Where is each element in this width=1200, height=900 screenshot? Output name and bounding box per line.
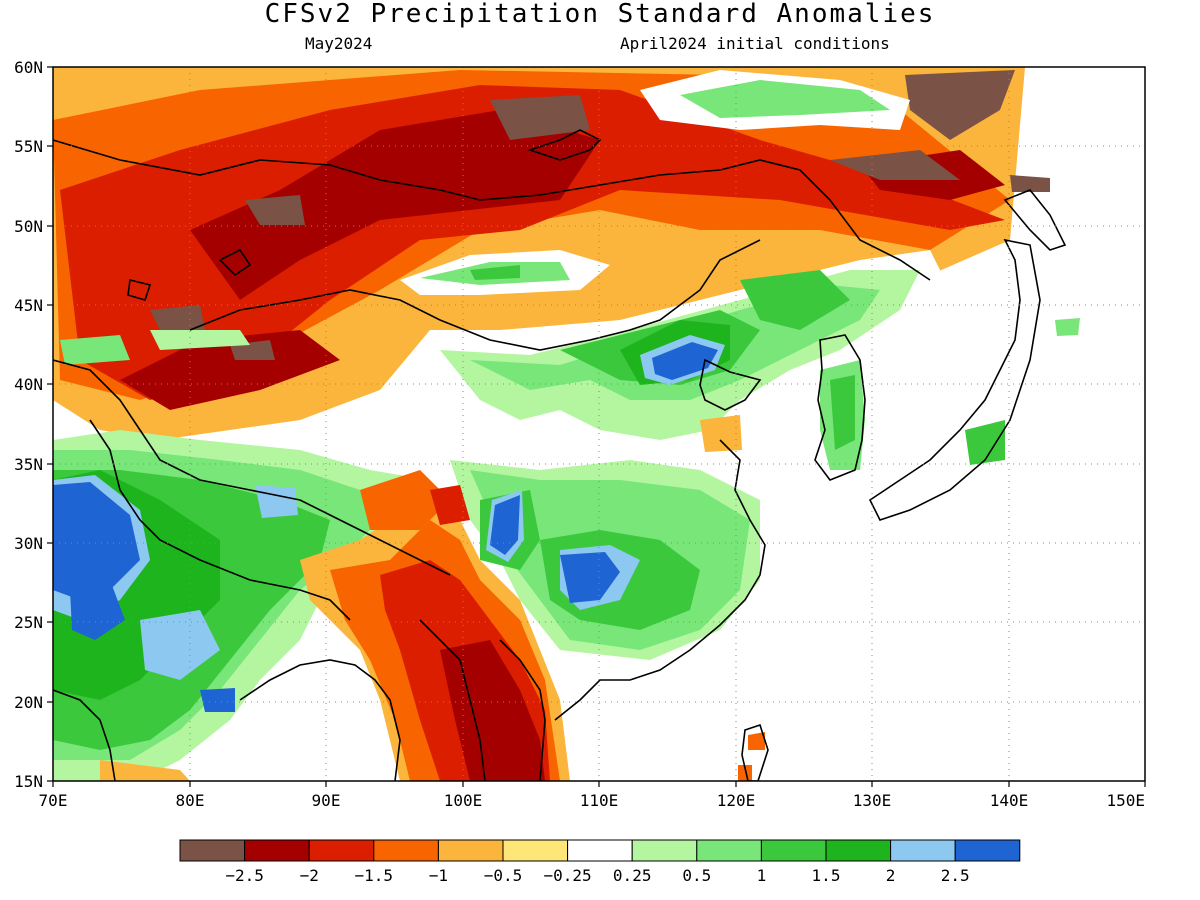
colorbar-label: 1 [757, 866, 767, 885]
x-tick-label: 140E [990, 791, 1029, 810]
coastlines [53, 129, 1067, 781]
anomaly-field [53, 67, 1145, 781]
x-tick-label: 130E [853, 791, 892, 810]
y-tick-label: 50N [14, 217, 43, 236]
y-tick-label: 30N [14, 534, 43, 553]
colorbar-label: −0.25 [544, 866, 592, 885]
colorbar-label: 0.5 [682, 866, 711, 885]
x-tick-label: 150E [1106, 791, 1145, 810]
y-tick-label: 60N [14, 58, 43, 77]
x-tick-label: 100E [444, 791, 483, 810]
colorbar-label: −1.5 [355, 866, 394, 885]
gridlines [53, 67, 1145, 781]
forecast-month: May2024 [305, 34, 373, 53]
y-tick-label: 55N [14, 137, 43, 156]
x-tick-label: 80E [176, 791, 205, 810]
colorbar-label: 2.5 [941, 866, 970, 885]
map-title: CFSv2 Precipitation Standard Anomalies [264, 0, 936, 29]
colorbar-label: 2 [886, 866, 896, 885]
colorbar-swatch [373, 839, 439, 862]
y-tick-labels: 60N 55N 50N 45N 40N 35N 30N 25N 20N 15N [14, 58, 43, 791]
x-tick-labels: 70E 80E 90E 100E 110E 120E 130E 140E 150… [39, 791, 1145, 810]
y-tick-label: 45N [14, 296, 43, 315]
x-tick-label: 110E [580, 791, 619, 810]
colorbar: −2.5 −2 −1.5 −1 −0.5 −0.25 0.25 0.5 1 1.5 2 2.5 [179, 839, 1021, 885]
colorbar-swatch [890, 839, 956, 862]
y-tick-label: 40N [14, 375, 43, 394]
colorbar-swatch [696, 839, 762, 862]
y-tick-label: 15N [14, 772, 43, 791]
colorbar-swatch [567, 839, 633, 862]
y-tick-label: 20N [14, 693, 43, 712]
colorbar-label: 1.5 [812, 866, 841, 885]
colorbar-swatch [825, 839, 892, 862]
colorbar-swatch [760, 839, 827, 862]
colorbar-swatch [954, 839, 1021, 862]
y-tick-label: 25N [14, 613, 43, 632]
x-tick-label: 90E [312, 791, 341, 810]
colorbar-labels: −2.5 −2 −1.5 −1 −0.5 −0.25 0.25 0.5 1 1.5 2 2.5 [225, 866, 969, 885]
axis-ticks [47, 66, 1146, 787]
colorbar-swatch [437, 839, 504, 862]
x-tick-label: 120E [717, 791, 756, 810]
colorbar-swatch [244, 839, 310, 862]
colorbar-label: 0.25 [613, 866, 652, 885]
colorbar-label: −2.5 [225, 866, 264, 885]
colorbar-swatch [502, 839, 569, 862]
colorbar-swatches [179, 839, 1021, 862]
initial-conditions: April2024 initial conditions [620, 34, 890, 53]
colorbar-swatch [179, 839, 246, 862]
colorbar-label: −1 [429, 866, 448, 885]
colorbar-label: −2 [300, 866, 319, 885]
colorbar-swatch [631, 839, 698, 862]
colorbar-swatch [308, 839, 375, 862]
y-tick-label: 35N [14, 455, 43, 474]
colorbar-label: −0.5 [484, 866, 523, 885]
x-tick-label: 70E [39, 791, 68, 810]
